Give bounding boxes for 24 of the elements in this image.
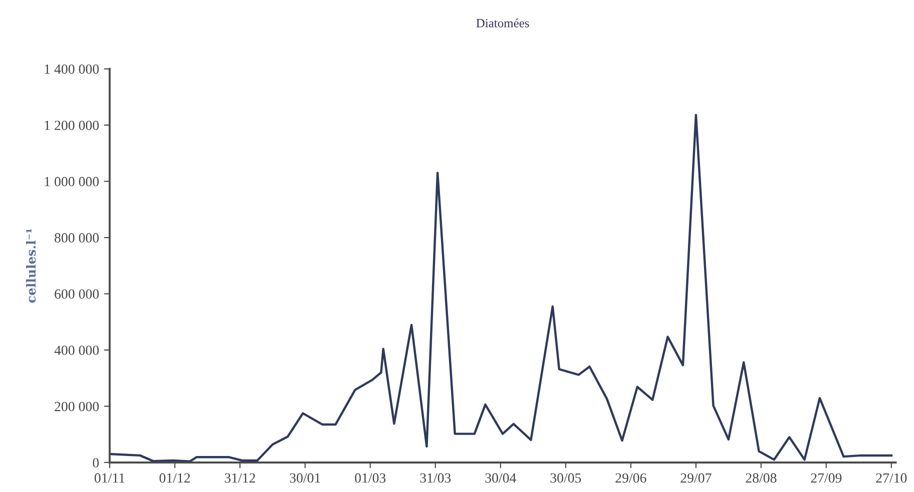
y-axis-title: cellules.l⁻¹ [26, 229, 36, 303]
y-tick-label: 800 000 [54, 233, 99, 243]
x-tick-label: 30/05 [550, 473, 581, 483]
x-tick-label: 30/04 [485, 473, 516, 483]
x-tick-label: 01/11 [94, 473, 124, 483]
y-tick-label: 600 000 [54, 289, 99, 299]
y-tick-label: 1 200 000 [44, 120, 99, 130]
x-tick-label: 29/06 [616, 473, 646, 483]
x-tick-label: 29/07 [680, 473, 712, 483]
x-tick-label: 28/08 [746, 473, 776, 483]
y-tick-label: 0 [92, 458, 99, 468]
x-tick-label: 31/12 [224, 473, 256, 483]
y-tick-label: 1 400 000 [44, 64, 99, 74]
chart-title: Diatomées [476, 18, 529, 28]
y-tick-label: 400 000 [54, 346, 99, 355]
line-series [110, 114, 892, 462]
x-tick-label: 27/10 [876, 473, 907, 483]
x-tick-label: 31/03 [420, 473, 451, 483]
x-tick-label: 27/09 [811, 473, 842, 483]
x-tick-label: 01/12 [160, 473, 190, 483]
x-tick-label: 30/01 [290, 473, 320, 483]
y-tick-label: 200 000 [54, 402, 99, 412]
x-tick-label: 01/03 [354, 473, 386, 483]
y-tick-label: 1 000 000 [44, 176, 99, 186]
